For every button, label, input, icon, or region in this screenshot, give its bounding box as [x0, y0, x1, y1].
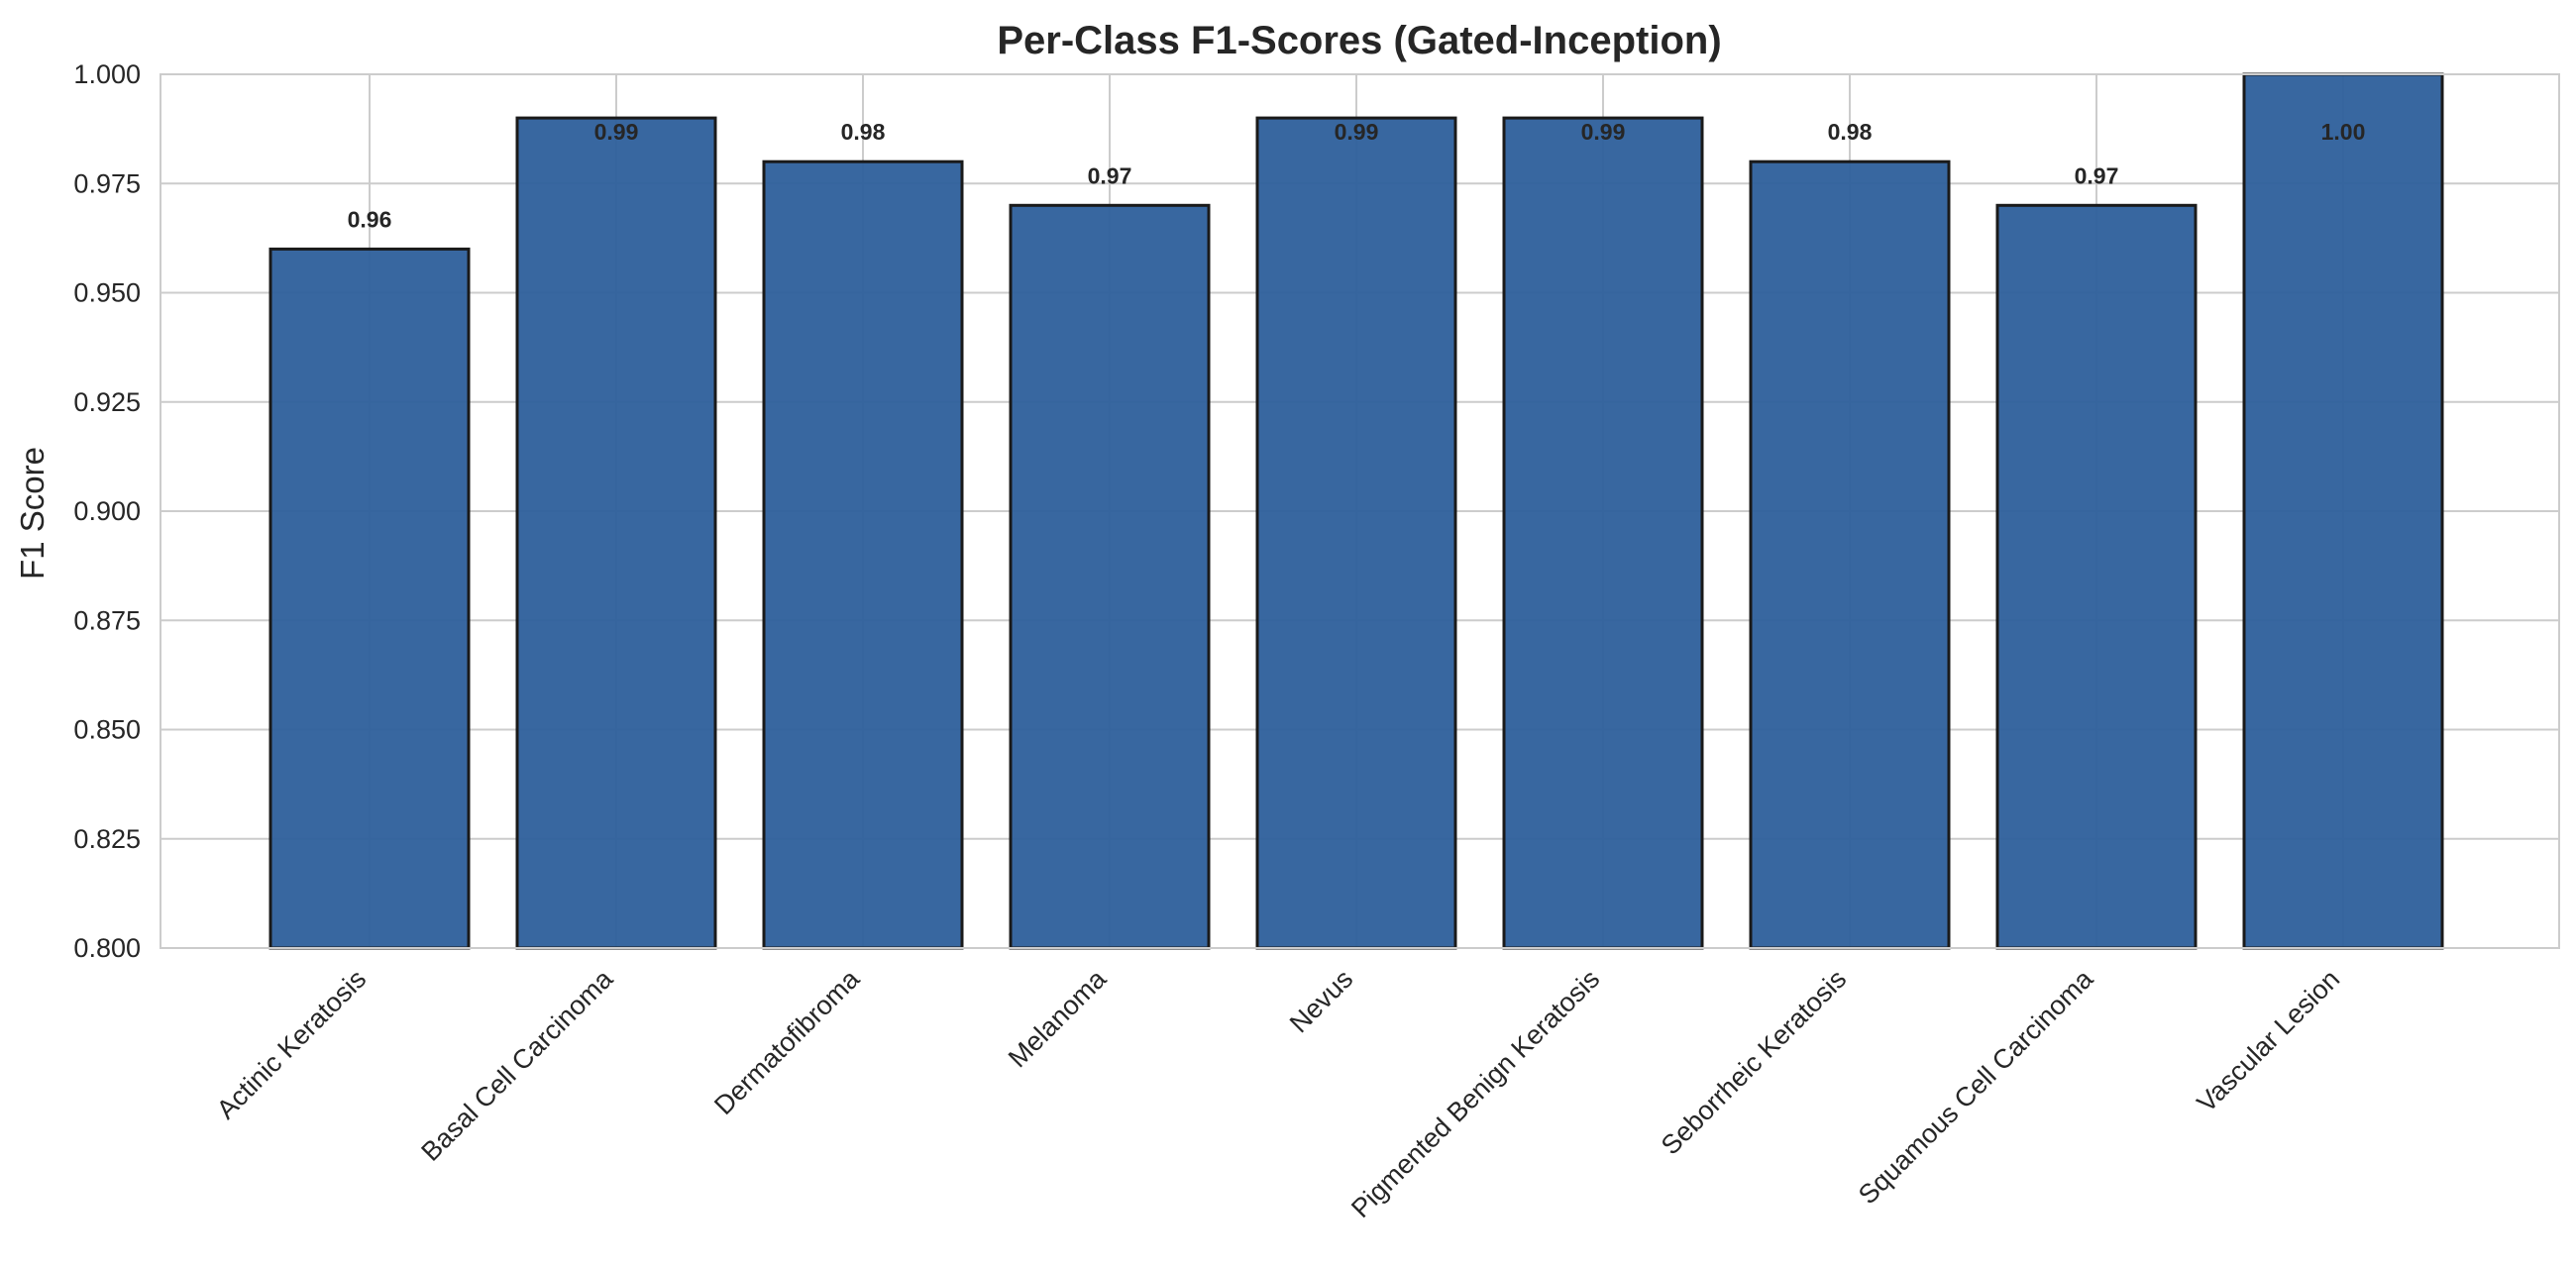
bar [1255, 116, 1457, 950]
y-tick-label: 0.900 [73, 496, 141, 526]
bar-value-label: 0.98 [841, 119, 886, 145]
x-tick-label: Seborrheic Keratosis [1656, 964, 1852, 1160]
bar-value-labels: 0.96 0.99 0.98 0.97 0.99 0.99 0.98 0.97 1.00 [348, 119, 2366, 232]
chart-title: Per-Class F1-Scores (Gated-Inception) [997, 19, 1721, 62]
y-axis-ticks: 0.800 0.825 0.850 0.875 0.900 0.925 0.950 0.975… [73, 59, 141, 963]
bars [268, 72, 2444, 950]
bar [515, 116, 717, 950]
y-tick-label: 0.800 [73, 933, 141, 963]
x-tick-label: Actinic Keratosis [211, 964, 372, 1124]
y-tick-label: 0.925 [73, 387, 141, 417]
bar-value-label: 1.00 [2321, 119, 2366, 145]
x-tick-label: Vascular Lesion [2192, 964, 2346, 1118]
bar-value-label: 0.97 [2075, 162, 2119, 188]
x-tick-label: Basal Cell Carcinoma [415, 963, 618, 1166]
bar [1995, 203, 2198, 950]
bar-value-label: 0.97 [1088, 162, 1132, 188]
bar-value-label: 0.99 [1335, 119, 1379, 145]
y-axis-label: F1 Score [14, 447, 51, 580]
bar-value-label: 0.96 [348, 206, 392, 232]
x-tick-label: Pigmented Benign Keratosis [1345, 964, 1605, 1223]
y-tick-label: 0.850 [73, 715, 141, 745]
x-tick-label: Dermatofibroma [708, 963, 866, 1120]
bar-value-label: 0.99 [594, 119, 639, 145]
y-tick-label: 1.000 [73, 59, 141, 89]
y-tick-label: 0.825 [73, 824, 141, 854]
bar [1009, 203, 1211, 950]
bar [762, 159, 964, 950]
x-tick-label: Melanoma [1003, 963, 1113, 1073]
y-tick-label: 0.975 [73, 168, 141, 198]
x-axis-ticks: Actinic Keratosis Basal Cell Carcinoma Der… [211, 963, 2345, 1223]
bar [2242, 72, 2444, 950]
x-tick-label: Squamous Cell Carcinoma [1853, 963, 2099, 1210]
bar [1749, 159, 1951, 950]
plot-frame [160, 73, 2560, 949]
bar-value-label: 0.98 [1828, 119, 1873, 145]
bar [1502, 116, 1704, 950]
bar-value-label: 0.99 [1581, 119, 1626, 145]
y-tick-label: 0.950 [73, 278, 141, 308]
bar [268, 247, 471, 950]
plot-area-border [160, 73, 2560, 949]
y-tick-label: 0.875 [73, 605, 141, 635]
x-tick-label: Nevus [1284, 964, 1358, 1038]
